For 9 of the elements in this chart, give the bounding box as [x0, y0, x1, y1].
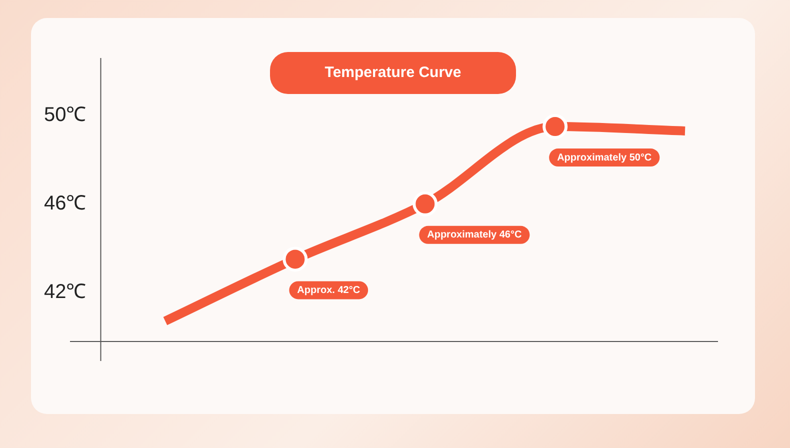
annotation: Approximately 46°C: [427, 230, 522, 241]
y-tick-label: 46℃: [44, 192, 86, 214]
annotation: Approximately 50°C: [557, 152, 652, 164]
y-tick-label: 42℃: [44, 280, 86, 303]
annotation: Approx. 42°C: [297, 284, 360, 296]
y-tick-label: 50℃: [44, 104, 86, 126]
point: [542, 114, 568, 140]
point: [412, 191, 438, 216]
point: [282, 246, 308, 272]
